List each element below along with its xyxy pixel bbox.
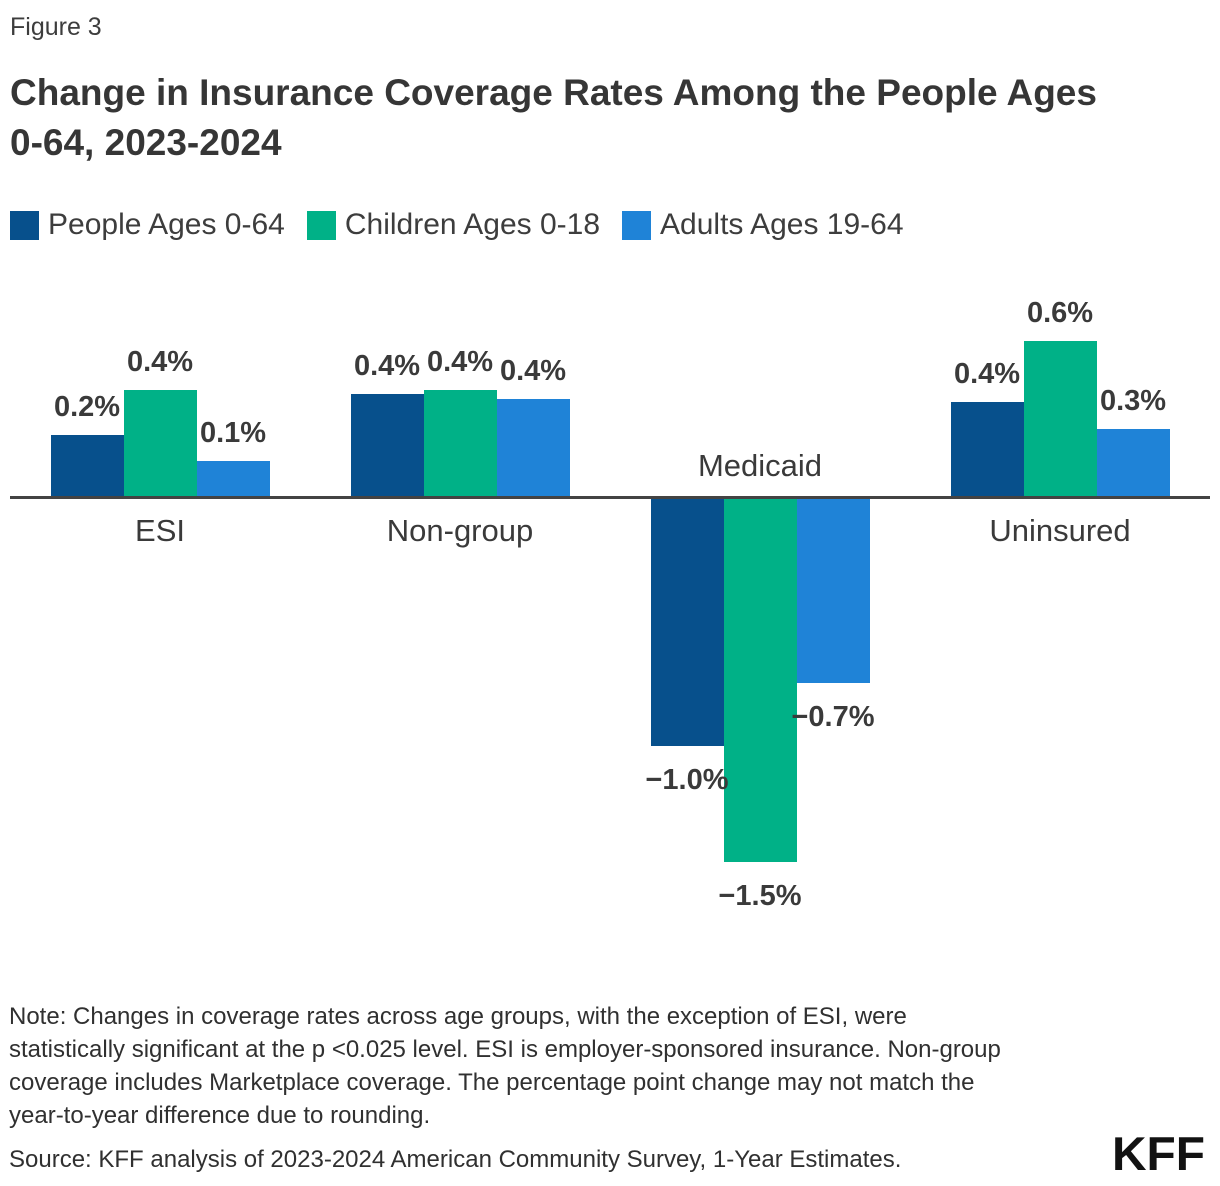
value-label: −1.0%	[645, 764, 729, 796]
legend-label: Children Ages 0-18	[344, 208, 601, 241]
value-label: 0.4%	[126, 346, 194, 378]
x-axis-line	[10, 496, 1210, 499]
value-label: −0.7%	[791, 701, 875, 733]
bar	[123, 390, 197, 496]
category-label: ESI	[135, 513, 185, 548]
bar	[196, 461, 270, 496]
bar	[50, 435, 124, 496]
legend-item-2: Children Ages 0-18	[306, 208, 601, 241]
value-label: 0.2%	[53, 391, 121, 423]
category-label: Non-group	[386, 513, 534, 548]
bar	[723, 499, 797, 862]
legend-swatch	[306, 210, 336, 240]
legend-swatch	[10, 210, 39, 240]
note-text: Note: Changes in coverage rates across a…	[9, 1003, 1001, 1129]
category-label: Medicaid	[697, 448, 823, 483]
figure-label: Figure 3	[10, 13, 102, 41]
bar	[1023, 341, 1097, 496]
chart-area: 0.2% 0.4% 0.1% ESI 0.4% 0.4% 0.4% Non-group −1.0…	[0, 259, 1220, 979]
value-label: 0.3%	[1099, 385, 1167, 417]
legend-label: Adults Ages 19-64	[660, 208, 904, 241]
category-label: Uninsured	[989, 513, 1131, 548]
value-label: 0.4%	[353, 350, 421, 382]
source-text: Source: KFF analysis of 2023-2024 Americ…	[9, 1146, 902, 1173]
legend-swatch	[622, 210, 652, 240]
bar	[496, 399, 570, 496]
legend-item-3: Adults Ages 19-64	[622, 210, 904, 240]
value-label: 0.4%	[499, 355, 567, 387]
bar	[950, 402, 1024, 496]
bar	[423, 390, 497, 496]
chart-title: Change in Insurance Coverage Rates Among…	[10, 72, 1097, 163]
value-label: 0.1%	[199, 417, 267, 449]
bar	[650, 499, 724, 746]
legend: People Ages 0-64 Children Ages 0-18 Adults…	[10, 210, 904, 240]
bar	[350, 394, 424, 496]
bar	[1096, 429, 1170, 496]
kff-logo: KFF	[1112, 1127, 1205, 1181]
value-label: −1.5%	[718, 880, 802, 912]
value-label: 0.4%	[953, 358, 1021, 390]
legend-label: People Ages 0-64	[48, 208, 285, 241]
value-label: 0.4%	[426, 346, 494, 378]
legend-item-1: People Ages 0-64	[10, 210, 285, 240]
value-label: 0.6%	[1026, 297, 1094, 329]
bar	[796, 499, 870, 683]
